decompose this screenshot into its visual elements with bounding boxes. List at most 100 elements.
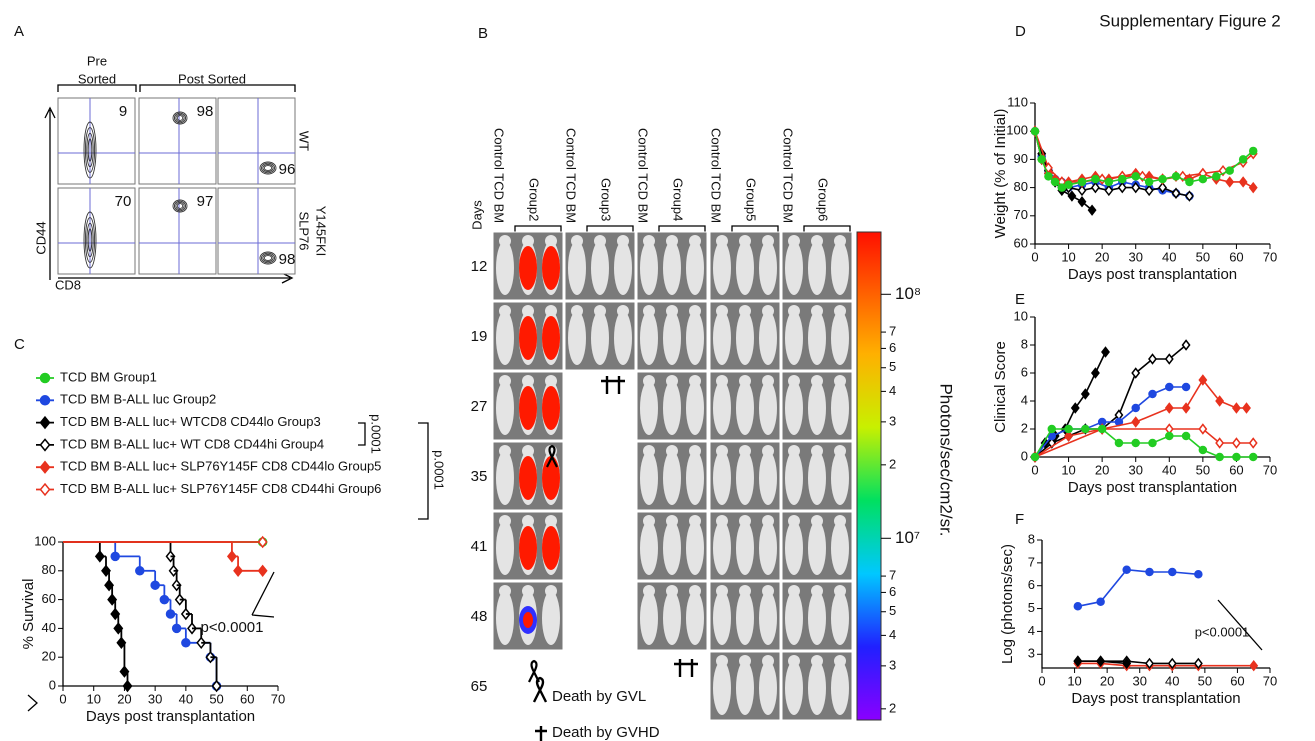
mouse-head (762, 305, 774, 317)
mouse (640, 451, 658, 505)
x-tick-label: 60 (1229, 249, 1243, 264)
data-point (1248, 146, 1258, 156)
x-axis-label: Days post transplantation (1071, 690, 1240, 707)
colorbar-tick-label: 6 (889, 340, 896, 355)
y-axis-label: % Survival (20, 579, 37, 650)
data-point (1122, 565, 1131, 574)
day-label: 35 (471, 468, 488, 485)
mouse (640, 241, 658, 295)
data-point (1145, 567, 1154, 577)
x-tick-label: 20 (1095, 462, 1109, 477)
column-header: Pre (87, 53, 107, 68)
mouse-head (689, 585, 701, 597)
death-gvhd (613, 376, 625, 394)
x-tick-label: 20 (1100, 673, 1114, 688)
mouse (496, 241, 514, 295)
mouse (785, 241, 803, 295)
mouse-head (716, 585, 728, 597)
column-header: Control TCD BM (492, 128, 507, 223)
column-header: Group3 (599, 178, 614, 221)
mouse (496, 591, 514, 645)
legend-marker (39, 415, 51, 430)
column-header: Control TCD BM (636, 128, 651, 223)
survival-event (233, 564, 244, 578)
death-gvhd (601, 376, 613, 394)
panel-label: D (1015, 23, 1026, 40)
survival-event (196, 636, 207, 650)
row-label: Y145FKI (314, 206, 329, 257)
group-bracket (658, 225, 706, 232)
data-point (1158, 174, 1167, 184)
contour (260, 162, 276, 174)
mouse-head (617, 305, 629, 317)
y-tick-label: 40 (42, 620, 56, 635)
flow-plot (138, 187, 217, 275)
colorbar-tick-label: 7 (889, 324, 896, 339)
data-point (1090, 367, 1100, 379)
mouse (736, 241, 754, 295)
colorbar-tick-label: 6 (889, 584, 896, 599)
survival-event (122, 679, 133, 693)
mouse-head (788, 585, 800, 597)
mouse (591, 311, 609, 365)
y-tick-label: 6 (1028, 577, 1035, 592)
mouse-head (643, 515, 655, 527)
day-label: 41 (471, 538, 488, 555)
mouse-head (545, 375, 557, 387)
column-header: Sorted (78, 71, 116, 86)
mouse-head (834, 375, 846, 387)
mouse-head (643, 235, 655, 247)
flow-plot (57, 97, 136, 185)
data-point (1064, 180, 1073, 190)
contour (173, 200, 187, 212)
mouse (663, 241, 681, 295)
data-point (1181, 339, 1191, 351)
x-tick-label: 60 (240, 691, 254, 706)
mouse-head (811, 305, 823, 317)
mouse-head (788, 515, 800, 527)
x-tick-label: 30 (1128, 462, 1142, 477)
mouse (496, 521, 514, 575)
data-point (1067, 190, 1077, 202)
x-tick-label: 50 (1198, 673, 1212, 688)
mouse-head (545, 305, 557, 317)
series-line (1077, 568, 1199, 608)
mouse-head (522, 305, 534, 317)
data-point (1238, 155, 1248, 164)
contour (262, 163, 274, 173)
legend-marker (39, 395, 51, 406)
data-point (1077, 177, 1087, 187)
y-tick-label: 4 (1021, 392, 1028, 407)
data-point (1030, 452, 1040, 462)
y-tick-label: 80 (1014, 179, 1028, 194)
death-gvl (546, 444, 558, 468)
data-point (1073, 602, 1083, 611)
mouse (759, 521, 777, 575)
x-axis-label: Days post transplantation (1068, 266, 1237, 283)
mouse (736, 661, 754, 715)
bioluminescence (519, 526, 537, 570)
data-point (1057, 183, 1067, 192)
data-point (1198, 445, 1208, 455)
group-bracket (514, 225, 562, 232)
data-point (1114, 438, 1124, 448)
bioluminescence (542, 316, 560, 360)
y-tick-label: 20 (42, 649, 56, 664)
mouse-head (545, 515, 557, 527)
mouse-head (689, 375, 701, 387)
mouse (686, 241, 704, 295)
data-point (1158, 181, 1168, 194)
mouse (568, 241, 586, 295)
column-header: Post Sorted (178, 71, 246, 86)
mouse (808, 451, 826, 505)
legend-text: TCD BM B-ALL luc+ WTCD8 CD44lo Group3 (60, 414, 321, 429)
gvl-symbol (532, 676, 548, 703)
data-point (1131, 172, 1140, 181)
colorbar-tick-label: 4 (889, 383, 896, 398)
x-tick-label: 30 (1132, 673, 1146, 688)
mouse-head (666, 585, 678, 597)
sort-bracket (57, 84, 296, 92)
mouse-head (689, 305, 701, 317)
mouse (713, 451, 731, 505)
column-header: Group4 (671, 178, 686, 221)
